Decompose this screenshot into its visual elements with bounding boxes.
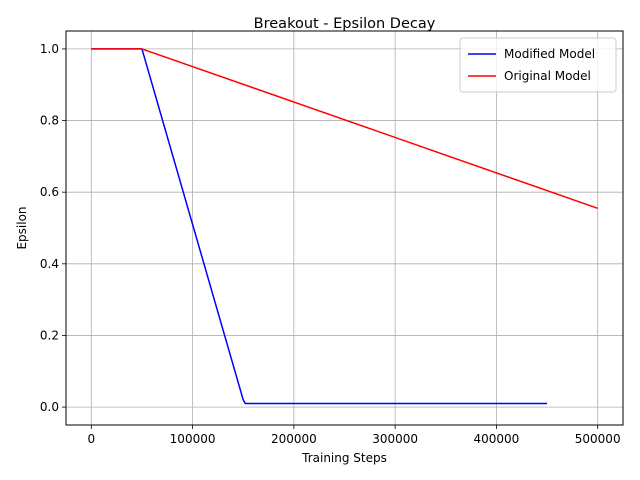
x-tick-label: 0 — [87, 432, 95, 446]
legend: Modified Model Original Model — [459, 37, 617, 93]
x-tick-label: 100000 — [170, 432, 216, 446]
series-lines — [91, 48, 598, 405]
series-line-original-model — [91, 48, 598, 210]
x-tick-label: 400000 — [474, 432, 520, 446]
y-tick-label: 0.2 — [40, 328, 59, 342]
plot-frame — [65, 30, 624, 426]
y-tick-label: 0.0 — [40, 400, 59, 414]
y-tick-label: 0.6 — [40, 185, 59, 199]
x-axis-label: Training Steps — [301, 451, 387, 465]
plot-area-background — [66, 31, 623, 425]
x-axis-ticks: 0 100000 200000 300000 400000 500000 — [87, 425, 621, 446]
legend-entry-label: Original Model — [504, 69, 591, 83]
y-axis-label: Epsilon — [15, 206, 29, 249]
x-tick-label: 300000 — [372, 432, 418, 446]
x-tick-label: 200000 — [271, 432, 317, 446]
y-tick-label: 0.4 — [40, 257, 59, 271]
x-tick-label: 500000 — [575, 432, 621, 446]
chart-title: Breakout - Epsilon Decay — [254, 16, 436, 32]
legend-entry-label: Modified Model — [504, 47, 595, 61]
y-axis-ticks: 0.0 0.2 0.4 0.6 0.8 1.0 — [40, 42, 66, 414]
y-tick-label: 0.8 — [40, 114, 59, 128]
y-tick-label: 1.0 — [40, 42, 59, 56]
legend-box — [459, 37, 617, 93]
